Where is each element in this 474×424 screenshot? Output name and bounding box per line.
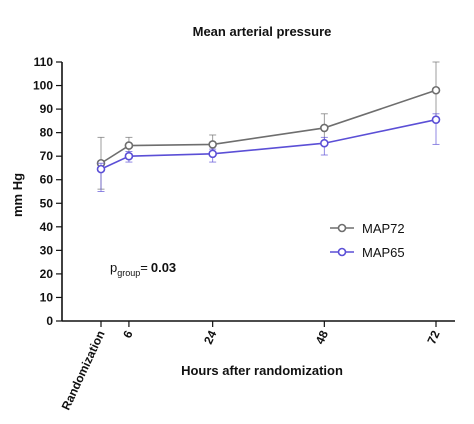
x-tick-label-4: 72 bbox=[424, 328, 442, 346]
point-map65-0 bbox=[96, 164, 106, 174]
point-map65-2 bbox=[208, 149, 217, 159]
point-map72-1 bbox=[124, 141, 134, 150]
y-tick-label-40: 40 bbox=[40, 220, 54, 234]
point-map72-3 bbox=[320, 123, 329, 133]
point-map65-3 bbox=[320, 138, 329, 148]
x-tick-label-3: 48 bbox=[313, 328, 331, 346]
series-line-map65 bbox=[100, 118, 437, 170]
p-value: 0.03 bbox=[151, 260, 176, 275]
x-tick-label-2: 24 bbox=[201, 328, 219, 346]
series-line-map72 bbox=[100, 89, 437, 164]
y-tick-label-90: 90 bbox=[40, 102, 54, 116]
legend: MAP72 MAP65 bbox=[330, 221, 405, 260]
legend-item-map65: MAP65 bbox=[330, 245, 405, 260]
y-tick-label-80: 80 bbox=[40, 126, 54, 140]
legend-item-map72: MAP72 bbox=[330, 221, 405, 236]
point-map72-4 bbox=[431, 85, 441, 95]
y-axis-label: mm Hg bbox=[10, 173, 25, 217]
legend-marker-map65 bbox=[337, 247, 347, 257]
p-symbol: p bbox=[110, 260, 117, 275]
y-tick-label-100: 100 bbox=[33, 79, 53, 93]
point-map65-4 bbox=[431, 115, 441, 124]
x-tick-label-0: Randomization bbox=[59, 328, 108, 412]
series-map65 bbox=[96, 113, 441, 192]
point-map72-2 bbox=[208, 140, 217, 149]
y-tick-label-20: 20 bbox=[40, 267, 54, 281]
y-tick-label-10: 10 bbox=[40, 290, 54, 304]
y-tick-label-30: 30 bbox=[40, 243, 54, 257]
chart-title: Mean arterial pressure bbox=[193, 24, 332, 39]
y-tick-label-0: 0 bbox=[46, 314, 53, 328]
p-subscript: group bbox=[117, 268, 140, 278]
y-tick-label-50: 50 bbox=[40, 196, 54, 210]
x-axis-label: Hours after randomization bbox=[181, 363, 343, 378]
p-equals: = bbox=[140, 260, 148, 275]
legend-label-map72: MAP72 bbox=[362, 221, 405, 236]
y-tick-label-110: 110 bbox=[34, 55, 54, 69]
legend-marker-map72 bbox=[337, 223, 347, 233]
series-map72 bbox=[96, 61, 441, 190]
x-tick-label-1: 6 bbox=[120, 328, 136, 340]
point-map65-1 bbox=[124, 151, 134, 161]
p-value-annotation: pgroup= 0.03 bbox=[110, 260, 176, 278]
y-ticks: 0 10 20 30 40 50 60 70 80 90 100 110 bbox=[33, 55, 62, 328]
legend-label-map65: MAP65 bbox=[362, 245, 405, 260]
y-tick-label-70: 70 bbox=[40, 149, 54, 163]
series-layer bbox=[96, 61, 441, 192]
y-tick-label-60: 60 bbox=[40, 173, 54, 187]
